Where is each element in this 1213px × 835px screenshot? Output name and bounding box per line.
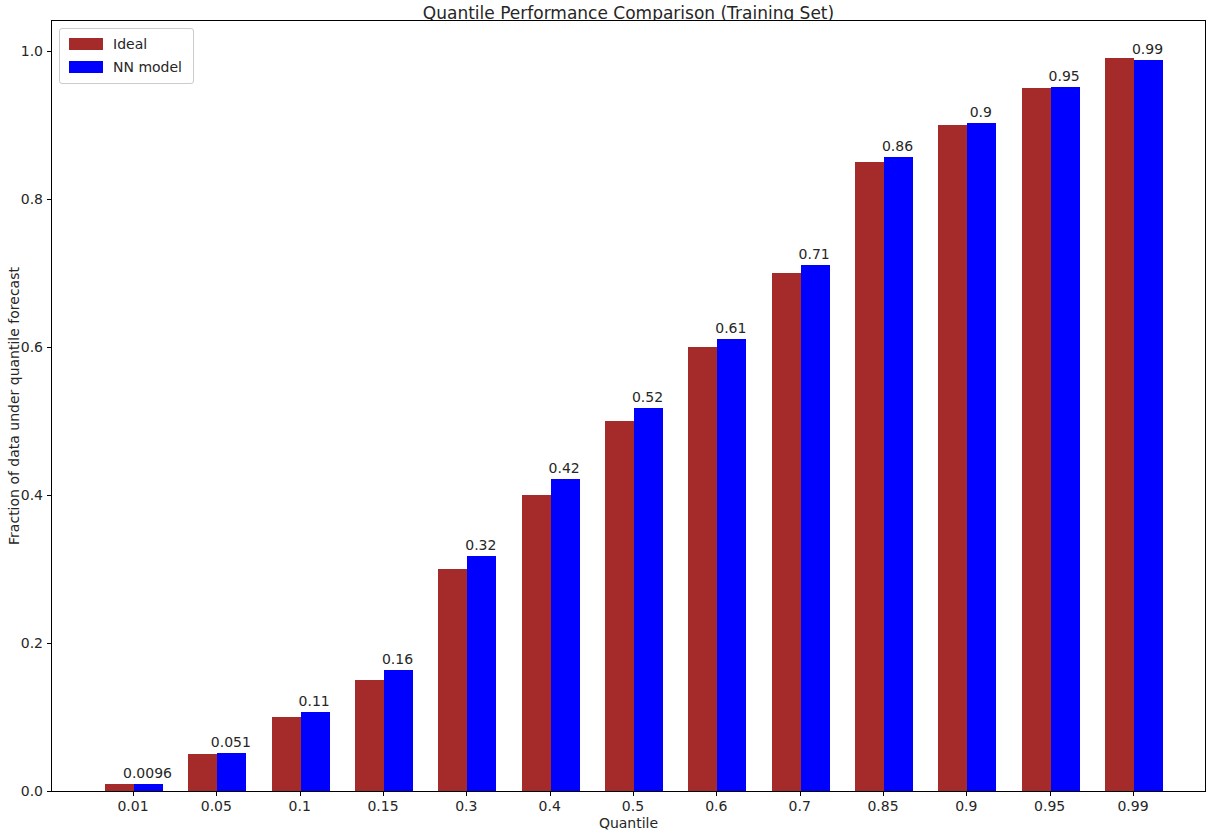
- y-tick-label: 0.2: [0, 635, 43, 652]
- x-tick: [1133, 792, 1134, 796]
- ideal-series-swatch: [69, 38, 103, 50]
- x-tick: [1050, 792, 1051, 796]
- x-tick: [800, 792, 801, 796]
- x-tick-label: 0.1: [289, 798, 311, 814]
- bar-nn-model-0.9: [967, 123, 996, 791]
- x-tick-label: 0.5: [622, 798, 644, 814]
- bar-nn-model-0.1: [301, 712, 330, 791]
- bar-ideal-0.15: [355, 680, 384, 791]
- x-tick-label: 0.7: [789, 798, 811, 814]
- bar-value-label: 0.9: [970, 104, 992, 120]
- bar-value-label: 0.86: [882, 138, 913, 154]
- bar-value-label: 0.11: [299, 693, 330, 709]
- x-tick-label: 0.99: [1117, 798, 1148, 814]
- bar-nn-model-0.85: [884, 157, 913, 791]
- bar-value-label: 0.051: [211, 734, 251, 750]
- x-tick-label: 0.6: [705, 798, 727, 814]
- x-tick: [633, 792, 634, 796]
- x-tick-label: 0.15: [367, 798, 398, 814]
- x-tick: [883, 792, 884, 796]
- bar-value-label: 0.32: [465, 537, 496, 553]
- bar-ideal-0.6: [688, 347, 717, 791]
- bar-ideal-0.3: [438, 569, 467, 791]
- bar-ideal-0.4: [522, 495, 551, 791]
- y-tick-label: 0.4: [0, 487, 43, 504]
- y-tick: [47, 347, 51, 348]
- bar-nn-model-0.95: [1051, 87, 1080, 791]
- x-tick: [466, 792, 467, 796]
- bar-value-label: 0.99: [1132, 41, 1163, 57]
- bar-value-label: 0.0096: [123, 765, 172, 781]
- bar-ideal-0.01: [105, 784, 134, 791]
- bar-value-label: 0.71: [799, 246, 830, 262]
- bar-value-label: 0.52: [632, 389, 663, 405]
- bar-value-label: 0.61: [715, 320, 746, 336]
- bar-nn-model-0.7: [801, 265, 830, 791]
- x-tick-label: 0.3: [455, 798, 477, 814]
- y-tick: [47, 495, 51, 496]
- bar-nn-model-0.99: [1134, 60, 1163, 791]
- y-tick: [47, 51, 51, 52]
- legend-label-ideal: Ideal: [113, 36, 147, 52]
- nn-model-series-swatch: [69, 61, 103, 73]
- legend-item-nn-model: NN model: [69, 59, 182, 75]
- x-tick-label: 0.05: [201, 798, 232, 814]
- bar-nn-model-0.3: [467, 556, 496, 791]
- x-tick: [966, 792, 967, 796]
- bar-ideal-0.1: [272, 717, 301, 791]
- y-tick: [47, 791, 51, 792]
- bar-ideal-0.85: [855, 162, 884, 791]
- x-axis-label: Quantile: [51, 815, 1206, 831]
- plot-area: Ideal NN model: [51, 20, 1206, 792]
- bar-value-label: 0.95: [1049, 68, 1080, 84]
- y-tick-label: 1.0: [0, 43, 43, 60]
- bar-value-label: 0.42: [549, 460, 580, 476]
- legend: Ideal NN model: [59, 28, 194, 84]
- x-tick-label: 0.01: [117, 798, 148, 814]
- legend-label-nn-model: NN model: [113, 59, 182, 75]
- x-tick: [716, 792, 717, 796]
- bar-ideal-0.99: [1105, 58, 1134, 791]
- legend-item-ideal: Ideal: [69, 36, 182, 52]
- bar-nn-model-0.6: [717, 339, 746, 791]
- x-tick-label: 0.4: [539, 798, 561, 814]
- y-tick-label: 0.0: [0, 783, 43, 800]
- bar-ideal-0.5: [605, 421, 634, 791]
- x-tick: [300, 792, 301, 796]
- bar-nn-model-0.05: [217, 753, 246, 791]
- x-tick-label: 0.9: [955, 798, 977, 814]
- x-tick: [550, 792, 551, 796]
- x-tick: [133, 792, 134, 796]
- x-tick: [383, 792, 384, 796]
- bar-value-label: 0.16: [382, 651, 413, 667]
- bar-ideal-0.9: [938, 125, 967, 791]
- x-tick: [216, 792, 217, 796]
- bar-ideal-0.05: [188, 754, 217, 791]
- y-tick-label: 0.8: [0, 191, 43, 208]
- y-tick: [47, 199, 51, 200]
- bar-nn-model-0.15: [384, 670, 413, 791]
- x-tick-label: 0.85: [867, 798, 898, 814]
- x-tick-label: 0.95: [1034, 798, 1065, 814]
- y-tick: [47, 643, 51, 644]
- bar-nn-model-0.4: [551, 479, 580, 791]
- bar-nn-model-0.5: [634, 408, 663, 791]
- bar-nn-model-0.01: [134, 784, 163, 791]
- y-tick-label: 0.6: [0, 339, 43, 356]
- figure: Quantile Performance Comparison (Trainin…: [0, 0, 1213, 835]
- bar-ideal-0.95: [1022, 88, 1051, 791]
- bar-ideal-0.7: [772, 273, 801, 791]
